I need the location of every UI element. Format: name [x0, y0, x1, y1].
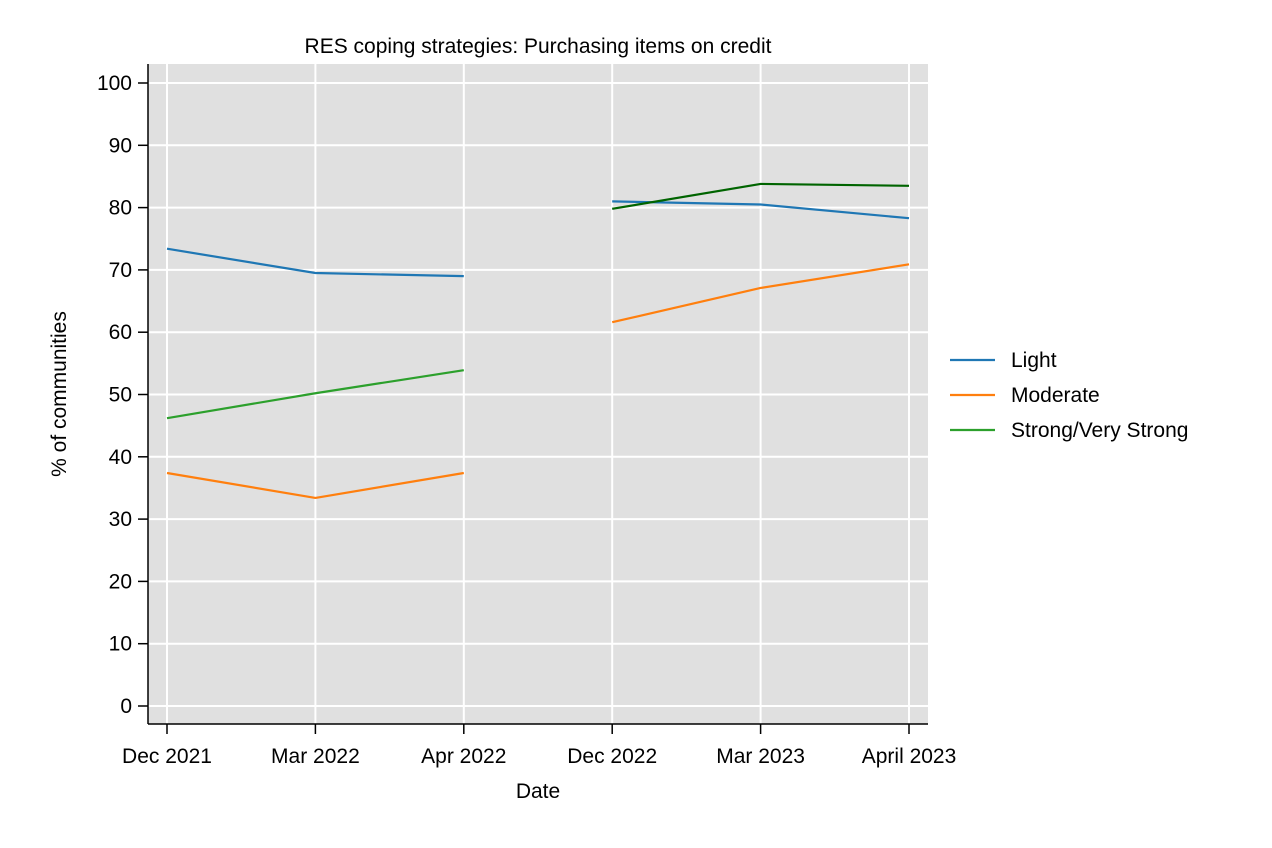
x-axis-label: Date: [516, 780, 560, 803]
x-tick-label: Mar 2022: [271, 745, 360, 768]
grid-lines: [148, 64, 928, 724]
y-tick-label: 90: [109, 134, 132, 157]
y-tick-label: 20: [109, 570, 132, 593]
legend: Light Moderate Strong/Very Strong: [950, 349, 1188, 442]
y-tick-label: 0: [120, 695, 132, 718]
legend-label: Strong/Very Strong: [1011, 419, 1188, 442]
series-line-2: [166, 369, 464, 420]
y-tick-label: 100: [97, 72, 132, 95]
series-line-0: [166, 247, 464, 278]
y-tick-label: 40: [109, 446, 132, 469]
x-tick-label: Dec 2022: [567, 745, 657, 768]
legend-label: Light: [1011, 349, 1057, 372]
y-tick-label: 60: [109, 321, 132, 344]
x-tick-label: Dec 2021: [122, 745, 212, 768]
y-axis-label: % of communities: [48, 311, 71, 477]
axes: 0 10 20 30 40 50 60 70 80 90 100 Dec 2021 Mar 2022 Ap…: [97, 64, 956, 768]
chart-title: RES coping strategies: Purchasing items …: [305, 35, 772, 58]
y-tick-label: 30: [109, 508, 132, 531]
series-line-4: [611, 263, 910, 324]
x-tick-label: April 2023: [862, 745, 957, 768]
series-lines: [166, 182, 910, 500]
x-tick-label: Mar 2023: [716, 745, 805, 768]
x-tick-label: Apr 2022: [421, 745, 506, 768]
series-line-3: [612, 200, 910, 220]
series-line-1: [166, 471, 464, 500]
y-tick-label: 10: [109, 633, 132, 656]
y-tick-label: 70: [109, 259, 132, 282]
y-tick-label: 80: [109, 197, 132, 220]
legend-label: Moderate: [1011, 384, 1100, 407]
series-line-5: [612, 182, 910, 210]
y-tick-label: 50: [109, 384, 132, 407]
